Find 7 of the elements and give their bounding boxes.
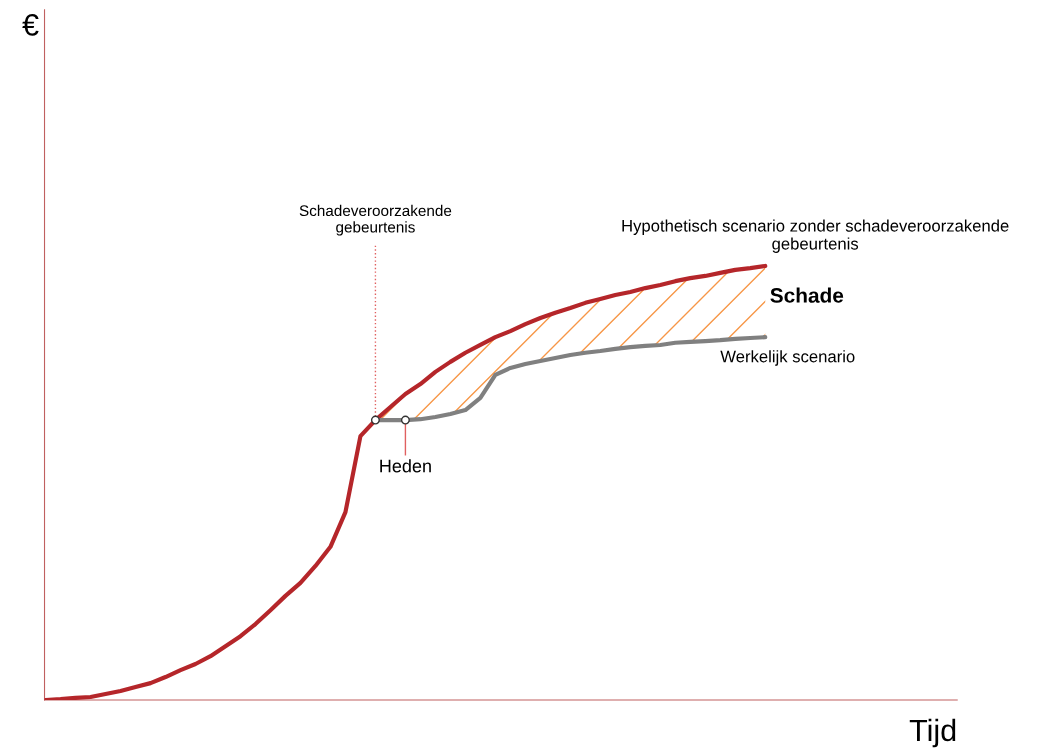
- text: €: [22, 14, 39, 36]
- annotation: Heden: [380, 459, 431, 473]
- annotation: Schade: [770, 287, 844, 303]
- text: Hypothetisch scenario zonder schadeveroorzakende gebeurtenis: [622, 219, 1009, 253]
- x-axis-title: Tijd: [909, 718, 956, 748]
- series-label: Werkelijk scenario: [720, 350, 855, 366]
- text: Schadeveroorzakende gebeurtenis: [299, 204, 452, 236]
